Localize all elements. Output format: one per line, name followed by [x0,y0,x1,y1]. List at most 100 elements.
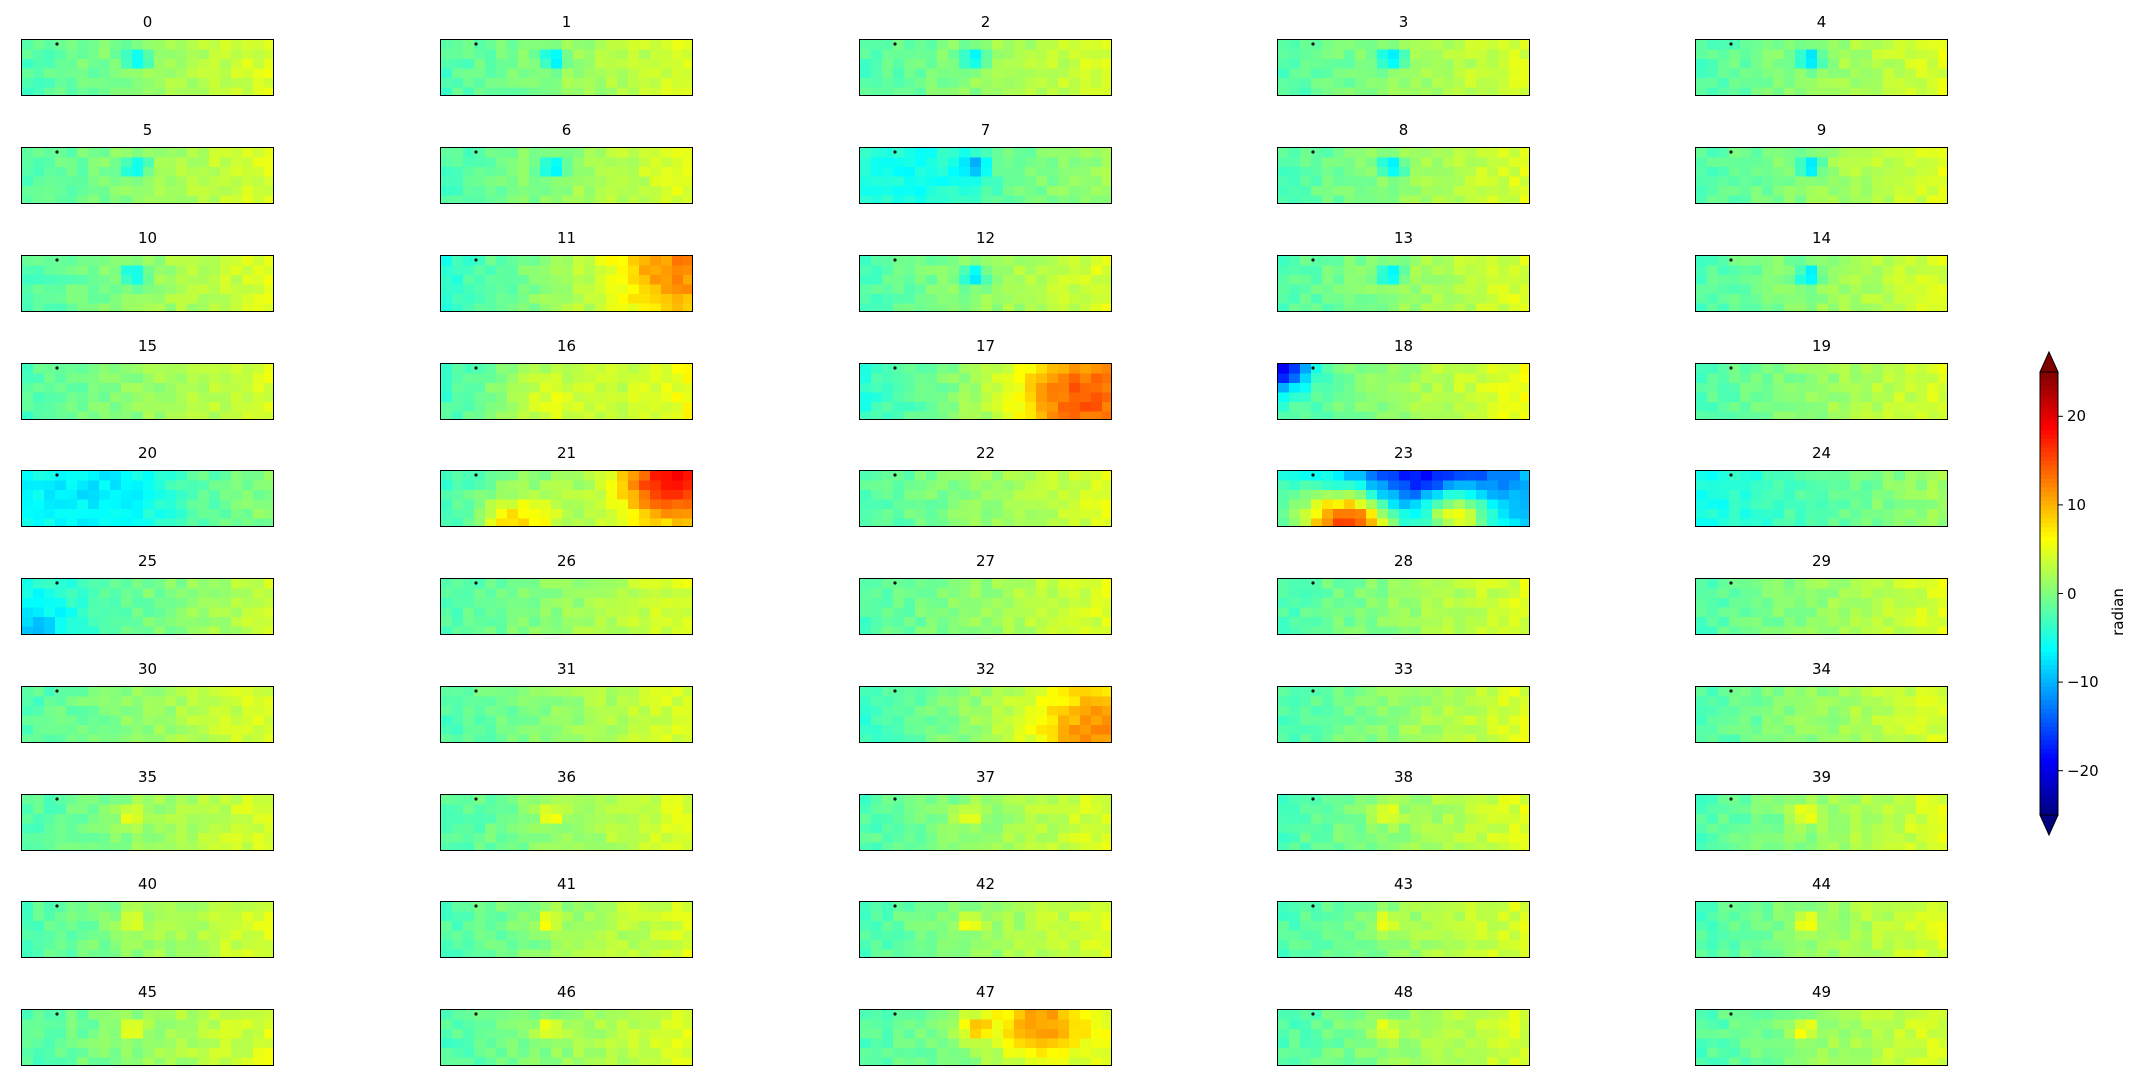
heatmap-cell [970,195,982,203]
heatmap-cell [1311,734,1323,742]
heatmap-cell [1443,734,1455,742]
heatmap-cell [650,294,662,305]
heatmap-cell [1520,49,1529,60]
heatmap-cell [1707,706,1719,717]
heatmap-cell [110,598,122,609]
heatmap-cell [1344,392,1356,403]
heatmap-cell [915,78,927,89]
heatmap-cell [595,696,607,707]
heatmap-cell [44,68,56,79]
heatmap-cell [88,284,100,295]
heatmap-cell [1003,59,1015,70]
heatmap-cell [1850,364,1862,375]
heatmap-cell [1784,696,1796,707]
heatmap-cell [33,626,45,634]
heatmap-cell [1377,68,1389,79]
heatmap-cell [1432,256,1444,267]
heatmap-cell [1894,256,1906,267]
heatmap-cell [1916,617,1928,628]
heatmap-cell [672,499,684,510]
heatmap-cell [1850,49,1862,60]
heatmap-cell [474,706,486,717]
heatmap-cell [463,402,475,413]
heatmap-cell [1344,706,1356,717]
heatmap-cell [1740,275,1752,286]
heatmap-cell [1487,195,1499,203]
heatmap-cell [1751,706,1763,717]
heatmap-cell [617,176,629,187]
heatmap-cell [1366,480,1378,491]
heatmap-cell [915,402,927,413]
heatmap-cell [672,176,684,187]
heatmap-cell [1025,715,1037,726]
heatmap-cell [562,509,574,520]
heatmap-cell [628,490,640,501]
heatmap-cell [540,303,552,311]
heatmap-cell [915,59,927,70]
heatmap-cell [1773,598,1785,609]
heatmap-cell [1850,373,1862,384]
heatmap-cell [496,696,508,707]
heatmap-cell [1344,598,1356,609]
heatmap-cell [1465,383,1477,394]
heatmap-cell [1938,598,1947,609]
heatmap-cell [220,87,232,95]
heatmap-cell [1058,402,1070,413]
heatmap-cell [1795,383,1807,394]
heatmap-cell [1333,364,1345,375]
heatmap-cell [595,275,607,286]
heatmap-cell [970,696,982,707]
heatmap-cell [176,626,188,634]
heatmap-cell [926,509,938,520]
heatmap-cell [1025,598,1037,609]
heatmap-cell [1795,373,1807,384]
heatmap-cell [1080,148,1092,159]
heatmap-cell [1036,59,1048,70]
heatmap-cell [1311,579,1323,590]
heatmap-cell [132,725,144,736]
heatmap-cell [33,804,45,815]
heatmap-cell [66,687,78,698]
heatmap-cell [1454,59,1466,70]
heatmap-cell [661,59,673,70]
heatmap-cell [628,364,640,375]
heatmap-cell [165,617,177,628]
heatmap-cell [1883,598,1895,609]
heatmap-cell [1476,518,1488,526]
heatmap-cell [1080,392,1092,403]
heatmap-cell [1333,59,1345,70]
heatmap-cell [1399,402,1411,413]
heatmap-cell [893,303,905,311]
heatmap-cell [1806,518,1818,526]
heatmap-cell [1014,265,1026,276]
heatmap-cell [1322,383,1334,394]
heatmap-cell [463,509,475,520]
heatmap-cell [264,795,273,806]
heatmap-cell [1883,579,1895,590]
heatmap-cell [66,725,78,736]
heatmap-cell [88,471,100,482]
heatmap-cell [1388,392,1400,403]
heatmap-cell [1696,49,1708,60]
heatmap-cell [485,471,497,482]
heatmap-cell [77,294,89,305]
heatmap-cell [132,402,144,413]
heatmap-cell [617,626,629,634]
heatmap-cell [926,265,938,276]
heatmap-cell [1058,383,1070,394]
heatmap-cell [981,725,993,736]
heatmap-cell [132,509,144,520]
heatmap-cell [463,256,475,267]
heatmap-cell [1333,40,1345,51]
heatmap-cell [485,78,497,89]
heatmap-cell [672,68,684,79]
heatmap-cell [253,167,265,178]
heatmap-cell [1036,706,1048,717]
heatmap-cell [154,49,166,60]
heatmap-cell [981,167,993,178]
heatmap-cell [1388,607,1400,618]
heatmap-cell [187,706,199,717]
heatmap-cell [88,725,100,736]
heatmap-cell [209,176,221,187]
heatmap-cell [1905,87,1917,95]
